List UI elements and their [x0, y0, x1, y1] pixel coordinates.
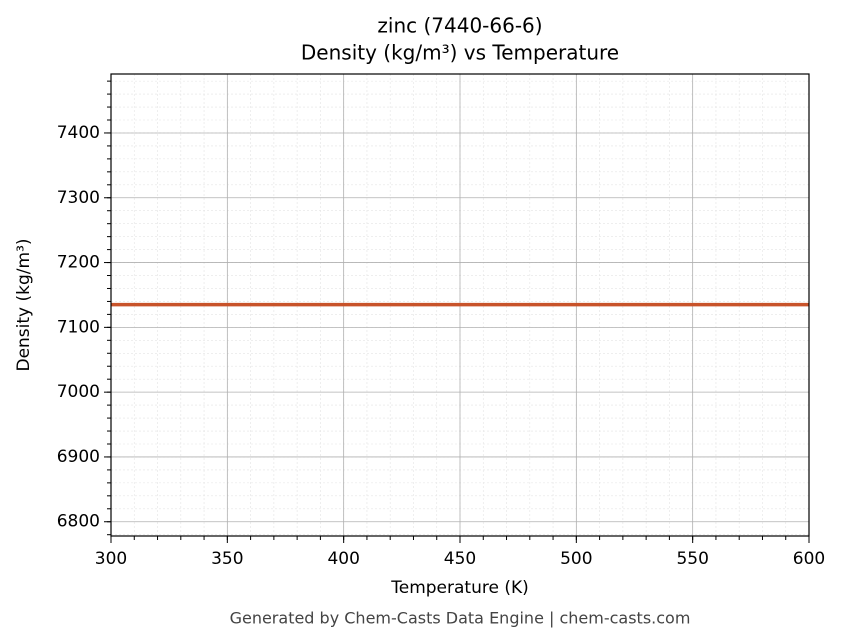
y-tick-label: 7100 [57, 317, 100, 337]
plot-frame [110, 73, 810, 537]
y-tick-label: 7000 [57, 382, 100, 402]
caption: Generated by Chem-Casts Data Engine | ch… [230, 609, 691, 628]
y-tick-label: 6900 [57, 447, 100, 467]
x-tick-label: 350 [211, 549, 243, 569]
y-axis-label: Density (kg/m³) [14, 238, 34, 371]
x-tick-label: 550 [676, 549, 708, 569]
x-tick-label: 600 [793, 549, 825, 569]
y-tick-label: 7300 [57, 188, 100, 208]
x-axis-label: Temperature (K) [390, 578, 529, 598]
y-tick-label: 7400 [57, 123, 100, 143]
x-tick-label: 500 [560, 549, 592, 569]
y-tick-label: 6800 [57, 512, 100, 532]
x-tick-label: 300 [95, 549, 127, 569]
x-tick-label: 450 [444, 549, 476, 569]
chart-title: zinc (7440-66-6) [377, 14, 542, 38]
x-tick-label: 400 [327, 549, 359, 569]
chart-subtitle: Density (kg/m³) vs Temperature [301, 41, 619, 65]
y-tick-label: 7200 [57, 253, 100, 273]
